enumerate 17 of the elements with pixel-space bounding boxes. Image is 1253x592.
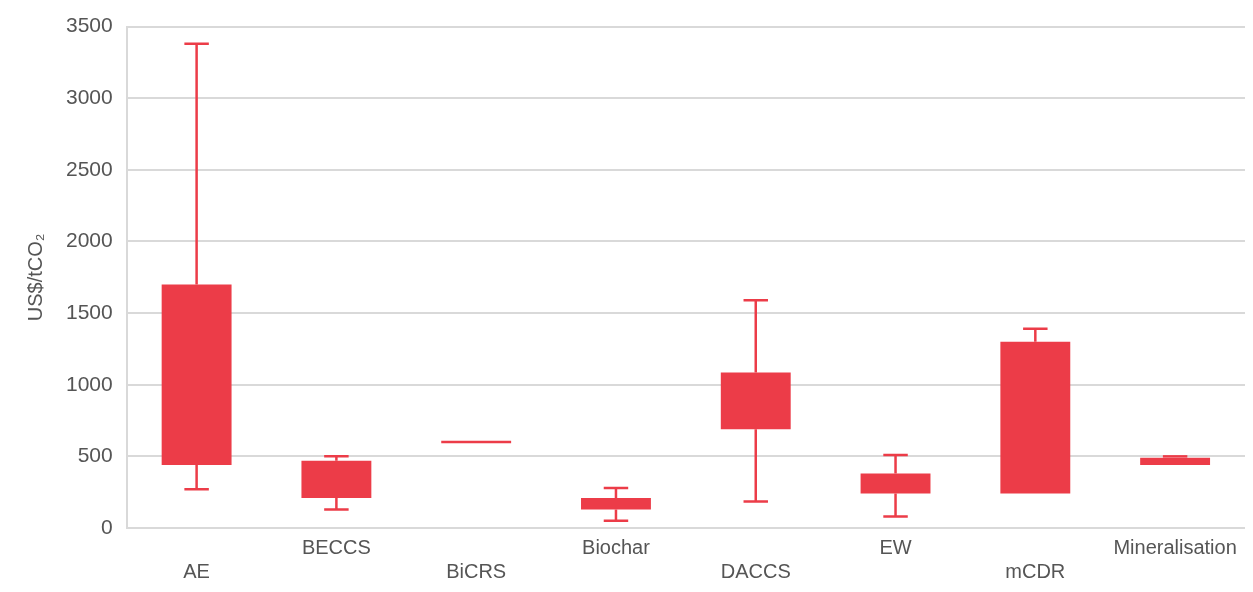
y-tick-label: 2000	[66, 228, 113, 252]
x-tick-label: AE	[183, 559, 210, 582]
y-tick-label: 2500	[66, 156, 113, 180]
x-tick-label: BECCS	[301, 535, 371, 558]
y-tick-label: 1500	[66, 299, 113, 323]
y-axis-title: US$/tCO₂	[23, 233, 46, 322]
y-tick-label: 0	[101, 514, 113, 538]
x-tick-label: Mineralisation	[1113, 535, 1237, 558]
x-tick-label: BiCRS	[446, 559, 507, 582]
x-tick-label: EW	[879, 535, 912, 558]
y-tick-label: 3000	[66, 85, 113, 109]
x-tick-label: DACCS	[720, 559, 791, 582]
x-tick-label: Biochar	[582, 535, 651, 558]
x-tick-label: mCDR	[1005, 559, 1066, 582]
y-tick-label: 3500	[66, 13, 113, 37]
y-tick-label: 500	[77, 443, 113, 467]
y-tick-label: 1000	[66, 371, 113, 395]
